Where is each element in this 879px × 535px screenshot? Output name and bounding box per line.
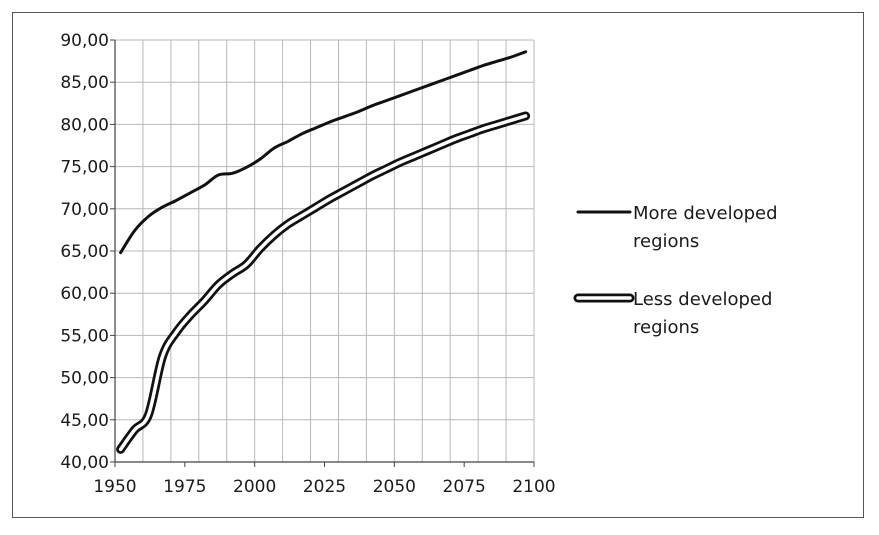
x-tick-label: 2100 [512, 477, 555, 497]
legend-item-0: More developed regions [576, 203, 778, 252]
y-tick-label: 85,00 [60, 73, 109, 93]
y-tick-label: 65,00 [60, 242, 109, 262]
y-tick-label: 55,00 [60, 326, 109, 346]
y-tick-label: 40,00 [60, 453, 109, 473]
y-tick-label: 70,00 [60, 200, 109, 220]
legend-label: Less developed [633, 289, 772, 310]
series-0-group [119, 50, 528, 255]
x-tick-label: 2000 [233, 477, 276, 497]
series-line [119, 50, 528, 255]
legend: More developed regions Less developed regio… [573, 203, 778, 338]
series-1-group [116, 111, 531, 454]
x-tick-label: 2075 [443, 477, 486, 497]
axes [110, 39, 535, 467]
y-tick-label: 90,00 [60, 31, 109, 51]
legend-item-1: Less developed regions [573, 289, 772, 338]
series-lines [116, 50, 531, 454]
y-tick-label: 80,00 [60, 115, 109, 135]
grid-lines [114, 39, 535, 463]
series-line-outer [116, 111, 531, 454]
y-tick-label: 60,00 [60, 284, 109, 304]
legend-label: More developed [633, 203, 778, 224]
legend-label: regions [633, 231, 699, 252]
series-line-inner [118, 114, 528, 452]
tick-labels: 40,00 45,00 50,00 55,00 60,00 65,00 70,00 75,00… [60, 31, 555, 497]
y-tick-label: 75,00 [60, 158, 109, 178]
x-tick-label: 1975 [163, 477, 206, 497]
x-tick-label: 2050 [373, 477, 416, 497]
x-tick-label: 2025 [303, 477, 346, 497]
y-tick-label: 50,00 [60, 369, 109, 389]
legend-label: regions [633, 317, 699, 338]
x-tick-label: 1950 [93, 477, 136, 497]
y-tick-label: 45,00 [60, 411, 109, 431]
chart-frame [12, 12, 864, 518]
